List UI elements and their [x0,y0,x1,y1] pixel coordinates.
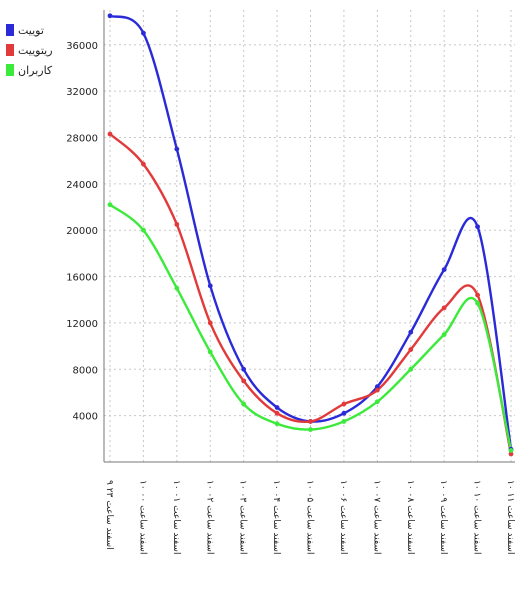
x-tick-label: ۱۰ اسفند ساعت ۰۵ [305,480,315,554]
data-point [408,347,414,352]
data-point [207,320,213,326]
legend-swatch [6,44,14,56]
data-point [141,161,146,167]
x-tick-label: ۱۰ اسفند ساعت ۱۰ [472,480,482,554]
data-point [207,349,213,355]
y-tick-label: 24000 [66,180,98,191]
data-point [475,292,480,298]
legend-label: توییت [18,23,44,37]
data-point [374,384,380,390]
data-point [341,401,347,407]
data-point [141,30,146,36]
y-tick-label: 28000 [66,133,98,144]
data-point [207,283,213,289]
legend-label: کاربران [18,63,53,77]
data-point [274,405,280,410]
x-tick-label: ۱۰ اسفند ساعت ۰۰ [137,480,147,554]
legend-label: ریتوییت [18,43,53,57]
data-point [341,410,347,416]
data-point [508,451,514,457]
data-point [441,267,447,273]
x-tick-label: ۱۰ اسفند ساعت ۰۹ [438,480,448,554]
data-point [174,285,180,291]
data-point [441,305,447,311]
data-point [107,202,113,208]
x-tick-labels: ۹ اسفند ساعت ۲۳ ۱۰ اسفند ساعت ۰۰ ۱۰ اسفند … [104,480,515,554]
x-tick-label: ۱۰ اسفند ساعت ۱۱ [505,480,515,554]
data-point [107,13,113,19]
data-point [174,146,180,152]
x-tick-label: ۱۰ اسفند ساعت ۰۴ [271,480,281,554]
data-points [107,13,514,457]
data-point [508,448,514,453]
x-tick-label: ۱۰ اسفند ساعت ۰۱ [171,480,181,554]
legend-item-users: کاربران [6,60,53,80]
x-tick-label: ۱۰ اسفند ساعت ۰۳ [238,480,248,554]
legend-swatch [6,64,14,76]
legend-swatch [6,24,14,36]
data-point [408,366,414,372]
legend-item-retweet: ریتوییت [6,40,53,60]
data-point [241,378,247,384]
data-point [475,300,480,306]
legend: توییت ریتوییت کاربران [6,20,53,80]
x-tick-label: ۱۰ اسفند ساعت ۰۸ [405,480,415,554]
data-point [141,227,146,233]
y-tick-label: 12000 [66,319,98,330]
data-point [308,427,313,432]
data-point [241,366,247,372]
x-tick-label: ۱۰ اسفند ساعت ۰۷ [371,480,381,554]
y-tick-label: 36000 [66,41,98,52]
y-tick-label: 4000 [73,412,98,423]
data-point [441,332,447,337]
data-point [241,401,247,407]
y-tick-label: 20000 [66,226,98,237]
data-point [341,419,347,424]
data-point [274,421,280,427]
y-tick-label: 16000 [66,273,98,284]
data-point [308,419,313,424]
data-point [174,222,180,227]
axes [103,10,515,463]
x-tick-label: ۹ اسفند ساعت ۲۳ [104,480,114,550]
data-point [475,224,480,230]
y-tick-label: 32000 [66,87,98,98]
data-point [408,329,414,335]
y-tick-label: 8000 [73,365,98,376]
data-point [374,399,380,405]
legend-item-tweet: توییت [6,20,53,40]
x-tick-label: ۱۰ اسفند ساعت ۰۶ [338,480,348,554]
grid [104,10,515,462]
data-point [374,387,380,393]
data-point [274,410,280,416]
data-point [107,131,113,137]
y-tick-labels: 4000 8000 12000 16000 20000 24000 28000 32000 36… [66,41,98,423]
x-tick-label: ۱۰ اسفند ساعت ۰۲ [204,480,214,554]
